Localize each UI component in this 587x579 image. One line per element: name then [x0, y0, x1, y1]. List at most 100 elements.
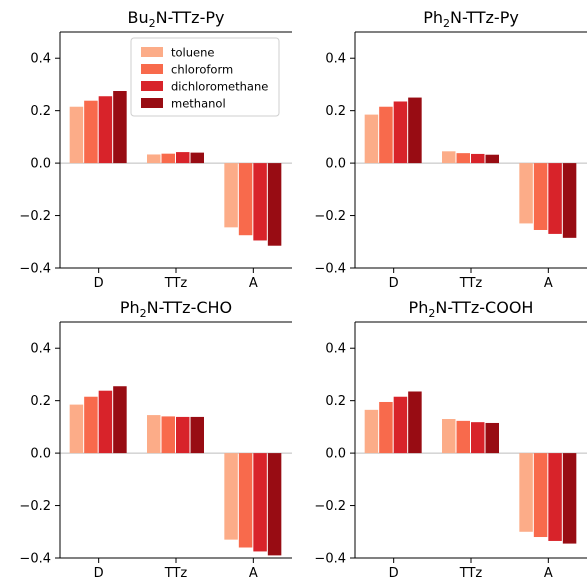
x-tick-label-d: D [94, 566, 104, 579]
bar-ttz-toluene [147, 415, 161, 454]
bar-d-methanol [408, 391, 422, 454]
bar-a-dichloromethane [548, 453, 562, 541]
bar-a-dichloromethane [548, 163, 562, 234]
x-tick-label-a: A [249, 566, 258, 579]
legend-swatch-methanol [141, 98, 163, 108]
bar-ttz-dichloromethane [471, 153, 485, 164]
bar-ttz-dichloromethane [471, 422, 485, 454]
bar-d-dichloromethane [393, 101, 408, 164]
bar-a-chloroform [238, 163, 253, 236]
x-tick-label-ttz: TTz [459, 276, 483, 291]
bar-ttz-chloroform [161, 416, 175, 454]
x-tick-label-a: A [544, 566, 553, 579]
bar-ttz-methanol [485, 422, 499, 454]
legend-swatch-dichloromethane [141, 81, 163, 91]
legend-label-dichloromethane: dichloromethane [171, 80, 268, 94]
bar-a-toluene [519, 163, 533, 224]
bar-a-dichloromethane [253, 163, 267, 241]
legend: toluene chloroform dichloromethane methanol [130, 37, 280, 117]
bar-ttz-dichloromethane [176, 152, 190, 164]
y-tick-label: 0.0 [30, 447, 51, 462]
y-tick-label: 0.2 [30, 104, 51, 119]
bar-a-methanol [562, 163, 577, 238]
y-tick-label: 0.4 [325, 52, 346, 67]
bar-d-chloroform [84, 100, 98, 164]
chart-panel-2: 0.4 0.2 0.0 −0.2 −0.4 D TTz A Ph2N-TTz-Py [314, 8, 587, 291]
bar-a-toluene [224, 163, 238, 228]
bar-a-dichloromethane [253, 453, 267, 552]
subplot-grid: 0.40.20.0−0.2−0.4D TTz ABu2N-TTz-Py0.40.20… [19, 8, 587, 579]
x-tick-label-ttz: TTz [459, 566, 483, 579]
panel-title: Ph2N-TTz-COOH [409, 298, 534, 320]
panel-title: Ph2N-TTz-CHO [120, 298, 232, 320]
bar-ttz-chloroform [456, 153, 470, 164]
bar-d-toluene [364, 409, 379, 454]
bar-d-chloroform [379, 401, 393, 454]
legend-label-chloroform: chloroform [171, 63, 233, 77]
legend-swatch-toluene [141, 47, 163, 57]
bar-d-methanol [113, 386, 127, 454]
y-tick-label: −0.2 [19, 499, 51, 514]
y-tick-label: 0.0 [30, 157, 51, 172]
y-tick-label: 0.4 [325, 342, 346, 357]
y-tick-label: 0.0 [325, 447, 346, 462]
y-tick-label: −0.4 [314, 552, 346, 567]
legend-swatch-chloroform [141, 64, 163, 74]
x-tick-label-d: D [389, 276, 399, 291]
bar-d-dichloromethane [98, 96, 113, 164]
panel-title: Bu2N-TTz-Py [128, 8, 225, 30]
bar-ttz-methanol [485, 154, 499, 164]
legend-label-toluene: toluene [171, 46, 214, 60]
bar-a-chloroform [238, 453, 253, 548]
legend-label-methanol: methanol [171, 97, 226, 111]
x-tick-label-d: D [389, 566, 399, 579]
y-tick-label: −0.4 [19, 262, 51, 277]
bar-a-methanol [562, 453, 577, 544]
bar-d-toluene [69, 404, 84, 454]
bar-d-toluene [69, 106, 84, 164]
bar-a-methanol [267, 163, 282, 246]
y-tick-label: −0.2 [19, 209, 51, 224]
bar-d-dichloromethane [98, 390, 113, 454]
y-tick-label: 0.2 [325, 104, 346, 119]
chart-panel-1: 0.4 0.2 0.0 −0.2 −0.4 D TTz A Bu2N-TTz-Py [19, 8, 292, 291]
panel-title: Ph2N-TTz-Py [423, 8, 519, 30]
bar-d-methanol [408, 97, 422, 164]
bar-ttz-toluene [442, 151, 456, 164]
x-tick-label-a: A [544, 276, 553, 291]
x-tick-label-ttz: TTz [164, 276, 188, 291]
bar-a-chloroform [533, 453, 548, 538]
bar-a-chloroform [533, 163, 548, 230]
x-tick-label-a: A [249, 276, 258, 291]
bar-ttz-dichloromethane [176, 416, 190, 454]
chart-panel-4: 0.4 0.2 0.0 −0.2 −0.4 D TTz A Ph2N-TTz-COOH [314, 298, 587, 579]
bar-d-toluene [364, 114, 379, 164]
y-tick-label: 0.4 [30, 342, 51, 357]
chart-panel-3: 0.4 0.2 0.0 −0.2 −0.4 D TTz A Ph2N-TTz-CHO [19, 298, 292, 579]
y-tick-label: −0.4 [19, 552, 51, 567]
bar-d-methanol [113, 91, 127, 164]
bar-ttz-chloroform [161, 153, 175, 164]
y-tick-label: −0.2 [314, 209, 346, 224]
y-tick-label: 0.4 [30, 52, 51, 67]
y-tick-label: 0.0 [325, 157, 346, 172]
y-tick-label: 0.2 [30, 394, 51, 409]
legend-frame [130, 37, 280, 117]
bar-ttz-chloroform [456, 420, 470, 454]
bar-ttz-methanol [190, 152, 204, 164]
x-tick-label-d: D [94, 276, 104, 291]
y-tick-label: −0.4 [314, 262, 346, 277]
bar-ttz-toluene [147, 154, 161, 164]
bar-ttz-methanol [190, 416, 204, 454]
x-tick-label-ttz: TTz [164, 566, 188, 579]
bar-d-chloroform [379, 106, 393, 164]
bar-ttz-toluene [442, 419, 456, 454]
bar-a-toluene [224, 453, 238, 540]
y-tick-label: −0.2 [314, 499, 346, 514]
y-tick-label: 0.2 [325, 394, 346, 409]
bar-a-methanol [267, 453, 282, 556]
bar-a-toluene [519, 453, 533, 532]
bar-d-chloroform [84, 396, 98, 454]
bar-d-dichloromethane [393, 396, 408, 454]
